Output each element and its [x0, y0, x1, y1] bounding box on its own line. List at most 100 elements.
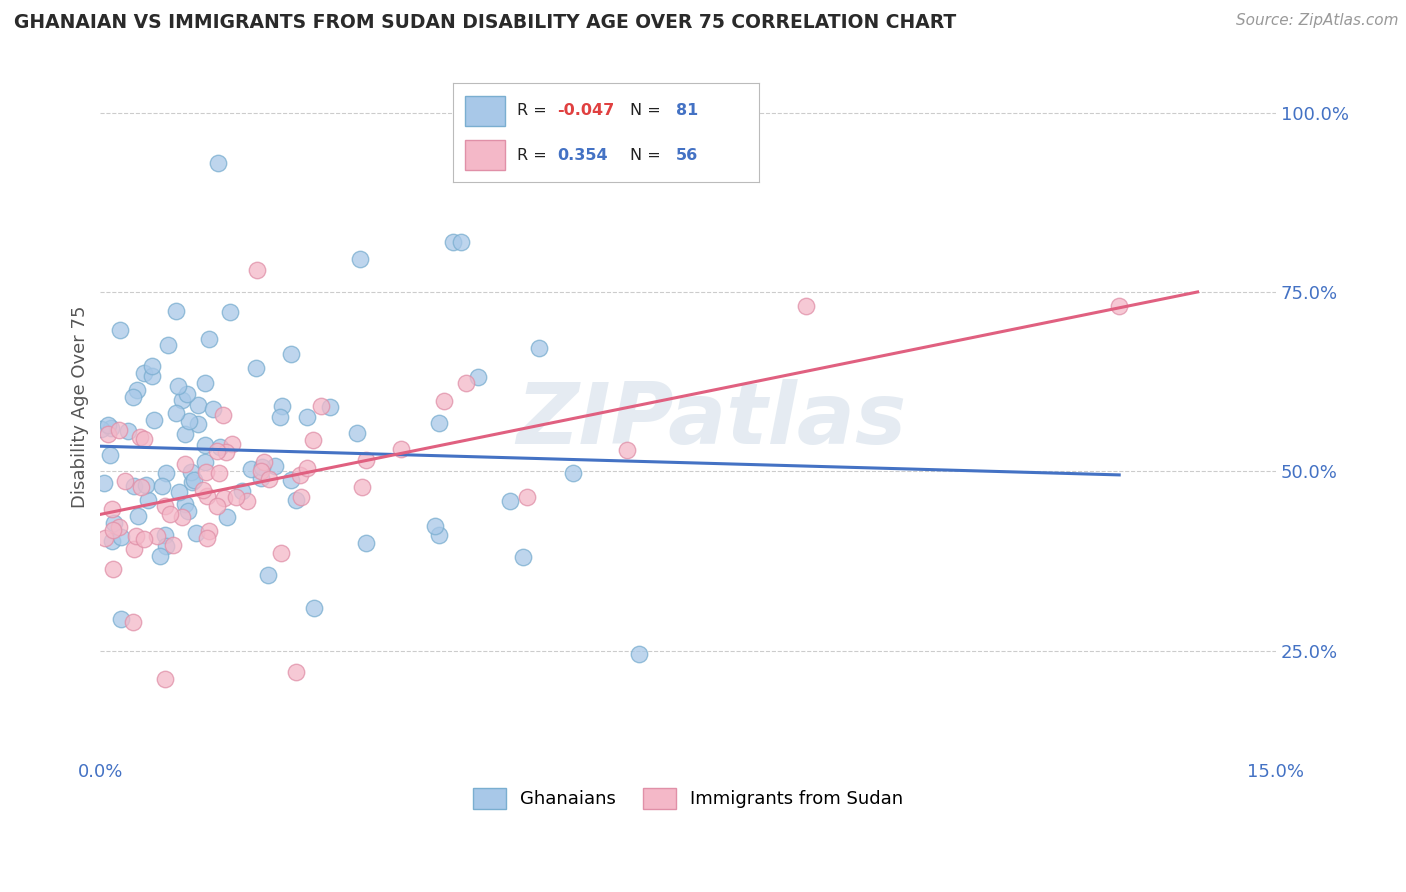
Point [108, 423, 131, 437]
Point [114, 475, 136, 489]
Point [90, 422, 112, 436]
Point [280, 473, 302, 487]
Point [194, 437, 217, 451]
Text: Source: ZipAtlas.com: Source: ZipAtlas.com [1236, 13, 1399, 29]
Point [155, 499, 177, 513]
Point [142, 413, 165, 427]
Point [136, 493, 159, 508]
Point [94, 531, 117, 545]
Point [280, 347, 302, 361]
Point [352, 480, 374, 494]
Point [117, 424, 139, 438]
Point [108, 520, 131, 534]
Point [98, 448, 121, 462]
Point [122, 541, 145, 556]
Point [141, 369, 163, 384]
Point [129, 480, 152, 494]
Point [529, 342, 551, 356]
Point [100, 421, 122, 435]
Point [155, 539, 177, 553]
Point [250, 464, 273, 478]
Point [207, 155, 229, 169]
Y-axis label: Disability Age Over 75: Disability Age Over 75 [72, 305, 89, 508]
Point [454, 376, 477, 390]
Point [132, 432, 155, 446]
Point [218, 305, 240, 319]
Point [170, 392, 193, 407]
Point [194, 376, 217, 390]
Point [295, 410, 318, 425]
Point [301, 433, 323, 447]
Point [212, 491, 235, 506]
Point [269, 409, 291, 424]
Point [191, 483, 214, 497]
Point [252, 460, 274, 475]
Point [1108, 299, 1130, 313]
Point [187, 417, 209, 431]
Point [209, 440, 232, 454]
Point [257, 567, 280, 582]
Point [198, 332, 221, 346]
Point [309, 400, 332, 414]
Point [211, 408, 233, 422]
Point [427, 528, 450, 542]
Point [141, 359, 163, 374]
Point [349, 252, 371, 266]
Point [110, 611, 132, 625]
Point [195, 489, 218, 503]
Point [153, 528, 176, 542]
Point [176, 387, 198, 401]
Point [627, 648, 650, 662]
Point [616, 443, 638, 458]
Point [285, 492, 308, 507]
Point [512, 550, 534, 565]
Point [221, 436, 243, 450]
Point [187, 398, 209, 412]
Point [208, 466, 231, 480]
Text: ZIPatlas: ZIPatlas [516, 379, 907, 462]
Point [215, 509, 238, 524]
Point [156, 338, 179, 352]
Point [235, 494, 257, 508]
Point [97, 427, 120, 442]
Point [122, 479, 145, 493]
Point [253, 455, 276, 469]
Point [429, 416, 451, 430]
Point [172, 509, 194, 524]
Point [441, 235, 464, 249]
Point [389, 442, 412, 457]
Point [433, 393, 456, 408]
Point [245, 360, 267, 375]
Point [110, 530, 132, 544]
Point [149, 549, 172, 564]
Point [240, 462, 263, 476]
Point [103, 523, 125, 537]
Point [215, 445, 238, 459]
Point [257, 472, 280, 486]
Point [179, 414, 201, 428]
Point [165, 304, 187, 318]
Point [195, 465, 218, 479]
Point [205, 499, 228, 513]
Point [166, 379, 188, 393]
Point [159, 507, 181, 521]
Point [225, 490, 247, 504]
Point [180, 475, 202, 489]
Point [270, 399, 292, 413]
Point [562, 467, 585, 481]
Point [121, 390, 143, 404]
Point [423, 518, 446, 533]
Point [285, 665, 308, 680]
Point [174, 497, 197, 511]
Point [498, 494, 520, 508]
Legend: Ghanaians, Immigrants from Sudan: Ghanaians, Immigrants from Sudan [465, 780, 910, 816]
Point [794, 299, 817, 313]
Point [108, 323, 131, 337]
Point [132, 532, 155, 546]
Point [205, 443, 228, 458]
Point [150, 479, 173, 493]
Point [270, 546, 292, 560]
Point [135, 477, 157, 491]
Point [295, 461, 318, 475]
Point [467, 369, 489, 384]
